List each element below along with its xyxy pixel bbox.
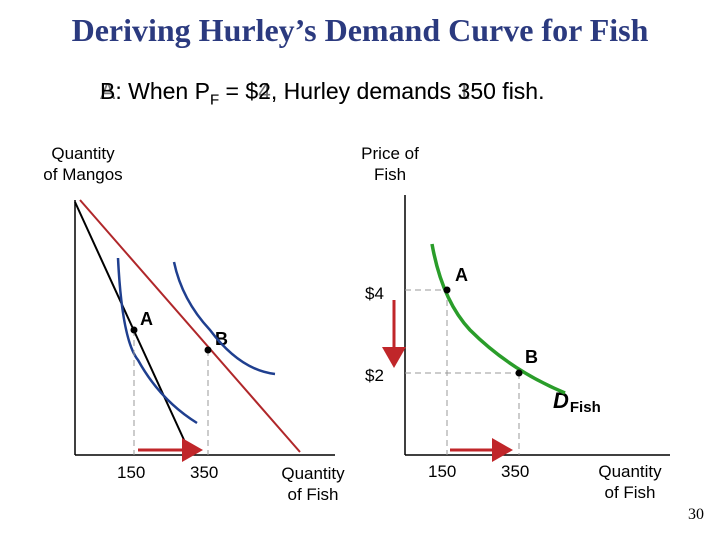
left-axes (74, 200, 335, 456)
right-y-tick-2: $2 (365, 366, 384, 385)
caption-point-b: B: When PF = $2, Hurley demands 350 fish… (100, 78, 545, 109)
indifference-curve-1 (116, 257, 198, 425)
left-x-axis-label: Quantity of Fish (281, 464, 345, 504)
right-point-b (515, 369, 523, 377)
caption-point-a: A: When PF = $4, Hurley demands 150 fish… (100, 78, 545, 109)
slide-title: Deriving Hurley’s Demand Curve for Fish (71, 12, 649, 48)
right-point-b-label: B (525, 347, 538, 367)
left-x-tick-350: 350 (190, 463, 219, 482)
right-x-tick-350: 350 (501, 462, 530, 481)
indifference-curve-2 (172, 261, 276, 376)
right-axes (404, 195, 670, 456)
budget-line-b (79, 199, 301, 453)
demand-curve (430, 243, 566, 395)
left-x-tick-150: 150 (117, 463, 146, 482)
right-y-tick-4: $4 (365, 284, 384, 303)
left-y-axis-label: Quantity of Mangos (43, 144, 123, 184)
left-point-a (130, 326, 138, 334)
page-number: 30 (688, 506, 704, 523)
right-x-tick-150: 150 (428, 462, 457, 481)
right-point-a (443, 286, 451, 294)
left-point-b-label: B (215, 329, 228, 349)
left-point-b (204, 346, 212, 354)
right-y-axis-label: Price of Fish (361, 144, 419, 184)
right-point-a-label: A (455, 265, 468, 285)
left-point-a-label: A (140, 309, 153, 329)
demand-curve-label: DFish (553, 388, 601, 416)
right-x-axis-label: Quantity of Fish (598, 462, 662, 502)
